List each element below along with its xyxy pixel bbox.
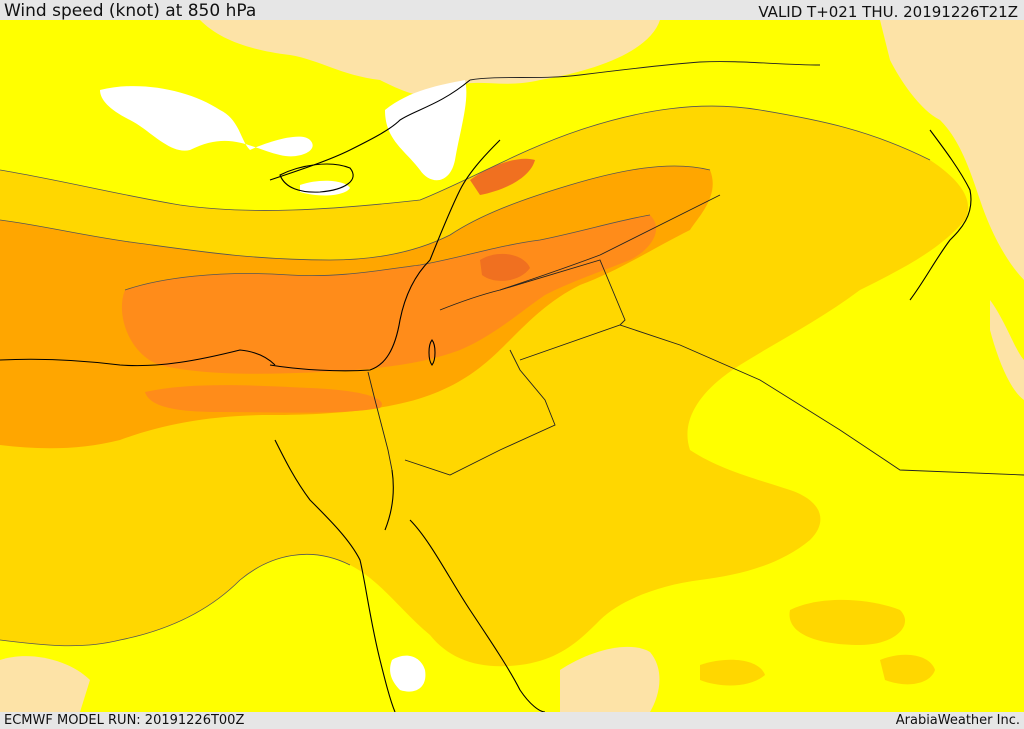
wind-field-light-south xyxy=(560,646,660,712)
wind-field-calm-turkey xyxy=(385,80,467,181)
contour-line xyxy=(124,214,651,291)
map-title: Wind speed (knot) at 850 hPa xyxy=(4,1,257,21)
contour-line xyxy=(0,165,711,261)
wind-field-light-egypt xyxy=(0,656,90,712)
wind-field-peak-core xyxy=(480,253,530,281)
wind-field-calm-aegean xyxy=(100,86,313,157)
map-svg xyxy=(0,20,1024,712)
footer-bar: ECMWF MODEL RUN: 20191226T00Z ArabiaWeat… xyxy=(0,712,1024,729)
coastline-turkey-south xyxy=(269,79,471,181)
border-egypt-israel xyxy=(367,371,393,471)
coastline-red-sea-east xyxy=(409,519,546,712)
credit-label: ArabiaWeather Inc. xyxy=(895,713,1020,728)
coastline-gulf-east xyxy=(909,129,972,301)
border-syria-iraq xyxy=(499,194,721,291)
wind-field-moderate-patch-2 xyxy=(880,654,935,685)
dead-sea xyxy=(428,339,436,366)
coastline-levant xyxy=(269,139,501,372)
wind-field-very-strong-south xyxy=(145,385,382,413)
wind-field-peak-lebanon xyxy=(470,158,535,195)
wind-field-light-northeast xyxy=(880,20,1024,280)
wind-field-light-east xyxy=(990,300,1024,400)
wind-field-moderate-patch-3 xyxy=(700,659,765,686)
border-jordan-saudi xyxy=(404,349,556,476)
valid-time: VALID T+021 THU. 20191226T21Z xyxy=(758,3,1018,21)
contour-line xyxy=(0,105,931,211)
contour-line xyxy=(0,554,351,647)
coastline-egypt-north xyxy=(0,349,276,367)
model-run-label: ECMWF MODEL RUN: 20191226T00Z xyxy=(4,713,245,728)
coastline-cyprus xyxy=(279,163,354,193)
wind-field-calm-redsea xyxy=(390,655,426,692)
border-syria-turkey xyxy=(469,61,821,81)
wind-speed-map[interactable] xyxy=(0,20,1024,712)
border-syria-jordan xyxy=(439,259,626,326)
wind-field-moderate-patch-1 xyxy=(789,599,906,645)
coastline-gulf-of-aqaba-west xyxy=(384,469,394,531)
wind-field-moderate xyxy=(0,106,969,667)
coastline-gulf-of-suez xyxy=(274,439,396,712)
wind-field-very-strong xyxy=(121,215,657,374)
header-bar: Wind speed (knot) at 850 hPa VALID T+021… xyxy=(0,0,1024,21)
